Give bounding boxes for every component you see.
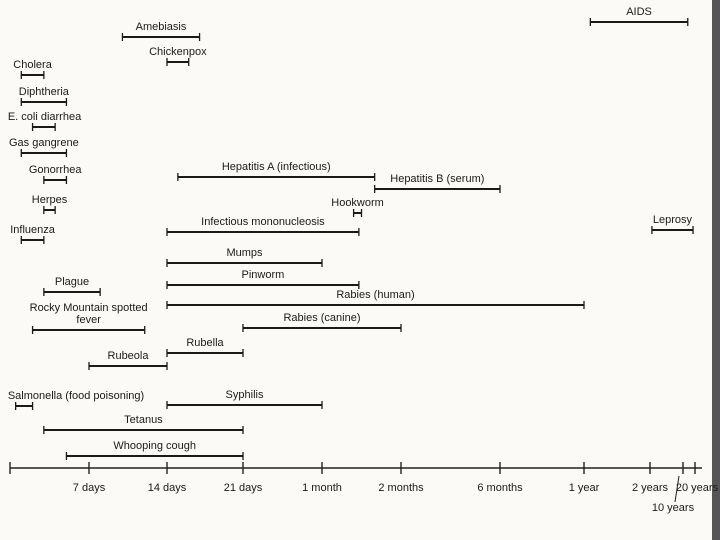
x-tick-label: 20 years [675, 482, 719, 494]
range-label: Influenza [10, 224, 55, 236]
range-label: Pinworm [241, 269, 285, 281]
range-label: Gas gangrene [8, 137, 79, 149]
range-label: Rabies (canine) [283, 312, 361, 324]
range-label: Rocky Mountain spotted fever [29, 302, 148, 326]
range-label: Rabies (human) [336, 289, 415, 301]
range-label: Diphtheria [18, 86, 69, 98]
range-label: Leprosy [652, 214, 693, 226]
range-label: Amebiasis [135, 21, 187, 33]
range-label: Gonorrhea [28, 164, 82, 176]
range-label: Hepatitis B (serum) [390, 173, 485, 185]
x-tick-label: 2 months [378, 482, 424, 494]
x-tick-label: 2 years [631, 482, 669, 494]
range-label: Herpes [31, 194, 68, 206]
range-label: Whooping cough [113, 440, 196, 452]
range-label: Tetanus [124, 414, 163, 426]
range-label: Salmonella (food poisoning) [7, 390, 145, 402]
range-label: Rubeola [107, 350, 149, 362]
x-tick-label: 21 days [223, 482, 263, 494]
range-label: Syphilis [225, 389, 264, 401]
range-label: Cholera [13, 59, 52, 71]
range-label: Rubella [186, 337, 224, 349]
range-label: Hepatitis A (infectious) [221, 161, 331, 173]
range-label: Infectious mononucleosis [201, 216, 325, 228]
edge [712, 0, 720, 540]
x-tick-label: 10 years [651, 502, 695, 514]
x-tick-label: 6 months [477, 482, 523, 494]
leader [674, 475, 680, 503]
x-tick-label: 1 year [568, 482, 600, 494]
range-label: Chickenpox [149, 46, 207, 58]
x-tick-label: 1 month [302, 482, 342, 494]
range-label: E. coli diarrhea [7, 111, 82, 123]
range-label: Plague [54, 276, 90, 288]
x-tick-label: 7 days [72, 482, 106, 494]
range-label: Hookworm [331, 197, 384, 209]
range-label: Mumps [226, 247, 263, 259]
x-tick-label: 14 days [147, 482, 187, 494]
range-label: AIDS [626, 6, 652, 18]
